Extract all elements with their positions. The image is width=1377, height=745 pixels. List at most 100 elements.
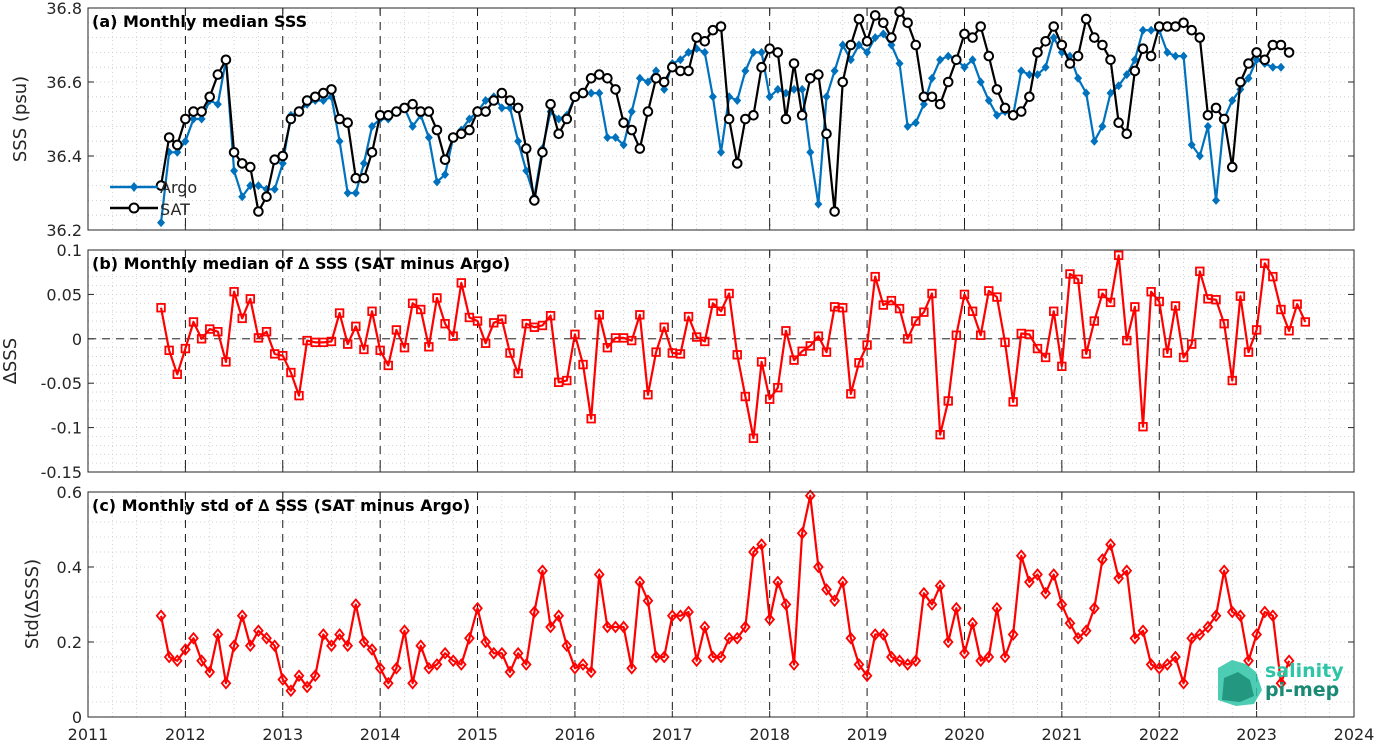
sat-point [1226,161,1238,173]
panel-a-title: (a) Monthly median SSS [92,12,307,31]
delta-point [407,298,418,308]
argo-point [830,66,839,76]
delta-point [350,598,362,611]
delta-point [700,336,710,347]
argo-point [1276,62,1285,72]
x-tick-label: 2014 [360,725,401,744]
x-tick-label: 2020 [944,725,985,744]
delta-point [1032,568,1043,581]
sat-point [423,106,435,117]
x-tick-label: 2021 [1041,725,1082,744]
delta-point [894,654,905,668]
delta-point [285,684,297,698]
sat-point [155,180,167,191]
delta-point [1235,609,1246,623]
delta-point [351,321,361,332]
sat-point [902,17,913,29]
delta-point [545,620,556,634]
argo-point [1179,51,1188,61]
delta-point [1226,605,1238,619]
delta-point [1251,325,1262,335]
sat-point [715,21,727,32]
argo-point [716,147,725,157]
sat-point [1243,58,1254,69]
delta-point [1064,616,1076,630]
delta-point [773,382,783,393]
sat-point [991,84,1003,95]
delta-point [683,605,694,619]
delta-point [1024,575,1035,589]
delta-point [1065,269,1075,279]
delta-point [229,287,239,297]
delta-point [1153,661,1165,675]
delta-point [715,650,727,664]
delta-point [537,320,548,331]
delta-point [269,639,281,653]
argo-point [919,99,928,109]
delta-point [870,271,880,282]
argo-point [1074,73,1083,83]
sat-point [618,117,629,128]
delta-point [253,333,264,343]
argo-point [1138,25,1147,35]
argo-point [1244,73,1253,83]
delta-point [1170,650,1181,664]
sat-point [626,124,638,136]
sat-point [293,106,305,117]
delta-point [983,650,995,664]
sat-point [910,39,922,51]
sat-point [180,113,191,125]
argo-point [343,188,352,198]
delta-point [171,654,183,668]
argo-point [992,110,1001,120]
sat-point [796,110,808,121]
sat-point [642,106,654,117]
sat-point [951,54,962,66]
delta-point [602,620,613,634]
y-tick-label: 36.2 [46,221,82,240]
x-tick-label: 2023 [1236,725,1277,744]
delta-point [740,391,751,402]
delta-point [423,661,435,675]
panel-a: 36.236.436.636.8 (a) Monthly median SSS … [10,0,1355,240]
delta-point [813,560,824,574]
delta-point [359,344,369,355]
delta-point [991,601,1003,615]
argo-point [700,47,709,57]
delta-point [1219,319,1229,329]
sat-point [983,50,995,62]
delta-point [448,331,458,341]
delta-point [813,331,824,341]
delta-point [570,329,580,340]
delta-point [301,680,313,694]
delta-point [1283,654,1295,668]
sat-point [650,73,662,84]
argo-point [790,84,799,94]
argo-point [984,96,993,105]
delta-point [1284,326,1294,336]
argo-point [1025,70,1034,80]
delta-point [391,661,402,675]
delta-point [537,564,548,578]
argo-point [189,114,198,124]
sat-point [813,69,824,80]
delta-point [756,538,767,551]
delta-point [464,631,475,645]
delta-point [424,342,434,352]
delta-point [293,669,305,683]
argo-point [173,147,182,157]
argo-point [773,84,782,94]
delta-point [1048,568,1060,581]
sat-point [366,147,378,158]
delta-point [472,316,483,326]
delta-point [1268,271,1278,282]
delta-point [497,314,507,324]
delta-point [634,575,646,589]
argo-point [838,40,847,50]
delta-point [520,658,532,671]
delta-point [196,334,207,344]
delta-point [748,545,759,559]
delta-point [1080,624,1092,638]
sat-point [391,106,402,117]
argo-point [927,73,936,83]
